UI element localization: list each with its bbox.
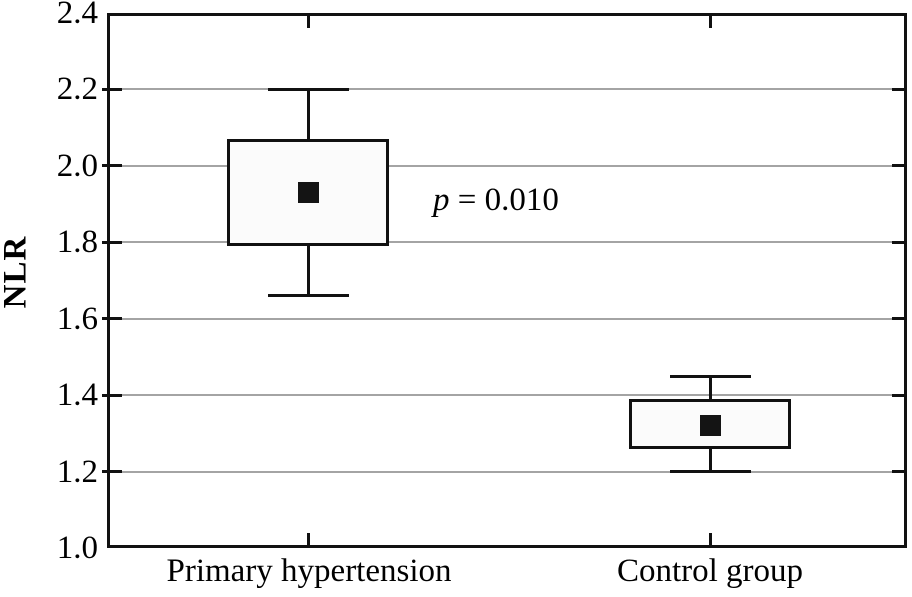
gridline: [110, 394, 904, 397]
y-tick-mark-left: [102, 470, 122, 474]
x-tick-mark-top: [306, 16, 310, 28]
y-tick-label: 1.4: [56, 377, 98, 414]
y-tick-mark-left: [102, 164, 122, 168]
y-tick-label: 1.0: [56, 530, 98, 566]
y-tick-label: 2.2: [56, 71, 98, 108]
x-tick-mark-bottom: [708, 533, 712, 545]
gridline: [110, 470, 904, 473]
y-tick-mark-right: [892, 87, 904, 91]
gridline: [110, 241, 904, 244]
x-category-label-control-group: Control group: [616, 553, 804, 589]
y-tick-mark-left: [102, 393, 122, 397]
y-tick-mark-right: [892, 240, 904, 244]
gridline: [110, 317, 904, 320]
y-tick-label: 2.4: [56, 0, 98, 31]
y-tick-label: 1.8: [56, 224, 98, 261]
y-tick-label: 2.0: [56, 147, 98, 184]
mean-marker: [699, 415, 721, 437]
y-tick-label: 1.6: [56, 300, 98, 337]
whisker-cap-top: [669, 374, 751, 378]
mean-marker: [297, 182, 319, 204]
x-tick-mark-bottom: [306, 533, 310, 545]
x-tick-mark-top: [708, 16, 712, 28]
whisker-cap-bottom: [267, 294, 349, 298]
y-tick-label: 1.2: [56, 453, 98, 490]
p-value-annotation: p = 0.010: [433, 182, 559, 219]
x-category-label-primary-hypertension: Primary hypertension: [166, 553, 452, 589]
y-tick-mark-left: [102, 87, 122, 91]
plot-area: p = 0.010: [102, 13, 907, 548]
gridline: [110, 88, 904, 91]
y-tick-mark-right: [892, 317, 904, 321]
box: [629, 398, 791, 449]
whisker-cap-bottom: [669, 470, 751, 474]
p-symbol: p: [433, 182, 450, 218]
p-value-text: = 0.010: [449, 182, 559, 218]
whisker-cap-top: [267, 87, 349, 91]
y-tick-mark-left: [102, 317, 122, 321]
y-tick-mark-right: [892, 393, 904, 397]
gridline: [110, 164, 904, 167]
y-tick-mark-right: [892, 470, 904, 474]
y-tick-mark-left: [102, 240, 122, 244]
y-tick-mark-right: [892, 164, 904, 168]
